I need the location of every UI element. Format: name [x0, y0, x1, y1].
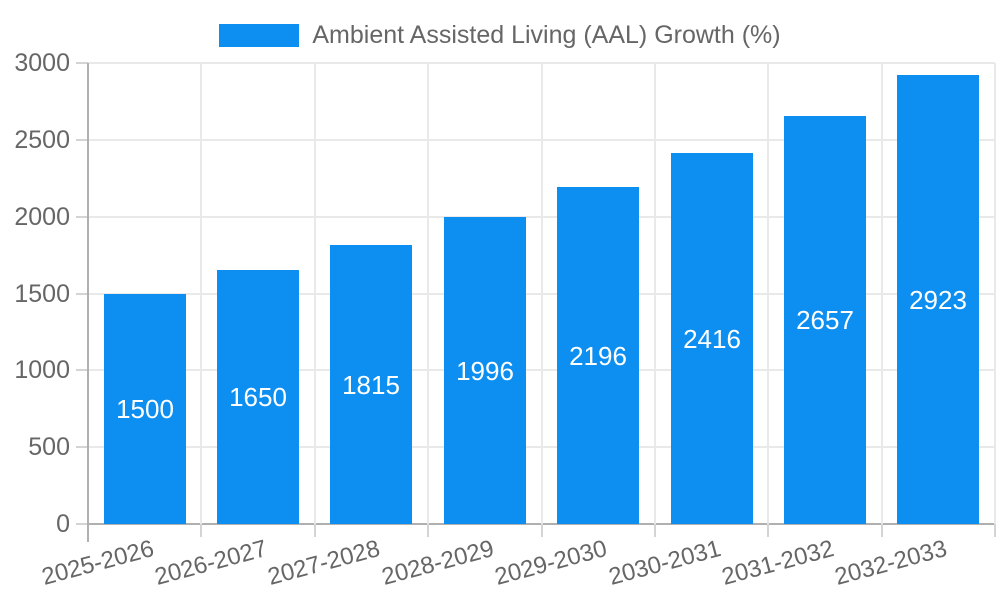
y-tick-mark [76, 523, 88, 525]
bar-value-label: 2416 [683, 324, 741, 354]
x-axis-tick-label: 2025-2026 [39, 535, 157, 591]
y-tick-mark [76, 62, 88, 64]
x-axis-tick-label: 2031-2032 [719, 535, 837, 591]
y-axis-tick-label: 1000 [14, 356, 70, 384]
x-axis-tick-label: 2026-2027 [152, 535, 270, 591]
bar-value-label: 2196 [569, 341, 627, 371]
x-tick-mark [314, 524, 316, 537]
bar-value-label: 2923 [909, 285, 967, 315]
x-gridline [994, 63, 996, 524]
y-tick-mark [76, 139, 88, 141]
x-axis-tick-label: 2029-2030 [492, 535, 610, 591]
bar-value-label: 1650 [229, 382, 287, 412]
y-axis-tick-label: 2500 [14, 126, 70, 154]
x-tick-mark [427, 524, 429, 537]
legend-item-aal-growth[interactable]: Ambient Assisted Living (AAL) Growth (%) [219, 21, 781, 50]
y-axis-line [87, 63, 89, 524]
x-tick-mark [541, 524, 543, 537]
y-tick-mark [76, 293, 88, 295]
bar [104, 294, 186, 524]
x-gridline [654, 63, 656, 524]
x-axis-tick-label: 2030-2031 [606, 535, 724, 591]
bar [217, 270, 299, 524]
y-axis-tick-label: 2000 [14, 203, 70, 231]
x-gridline [541, 63, 543, 524]
x-axis-tick-label: 2032-2033 [832, 535, 950, 591]
legend: Ambient Assisted Living (AAL) Growth (%) [0, 21, 1000, 50]
x-axis-tick-label: 2028-2029 [379, 535, 497, 591]
bar [557, 187, 639, 524]
bar [897, 75, 979, 524]
x-tick-mark [87, 524, 89, 542]
y-axis-tick-label: 0 [56, 510, 70, 538]
y-axis-tick-label: 1500 [14, 280, 70, 308]
x-tick-mark [767, 524, 769, 537]
x-tick-mark [654, 524, 656, 537]
bar [444, 217, 526, 524]
x-tick-mark [994, 524, 996, 537]
x-gridline [200, 63, 202, 524]
bar-value-label: 1996 [456, 356, 514, 386]
y-tick-mark [76, 446, 88, 448]
x-gridline [881, 63, 883, 524]
legend-label: Ambient Assisted Living (AAL) Growth (%) [312, 21, 781, 49]
y-axis-tick-label: 500 [28, 433, 70, 461]
y-axis-tick-label: 3000 [14, 49, 70, 77]
x-gridline [767, 63, 769, 524]
y-tick-mark [76, 369, 88, 371]
x-tick-mark [881, 524, 883, 537]
x-gridline [427, 63, 429, 524]
bar [330, 245, 412, 524]
x-axis-tick-label: 2027-2028 [265, 535, 383, 591]
bar [784, 116, 866, 524]
y-tick-mark [76, 216, 88, 218]
legend-swatch [219, 24, 300, 47]
bar-value-label: 1815 [342, 370, 400, 400]
bar-value-label: 1500 [116, 394, 174, 424]
x-tick-mark [200, 524, 202, 537]
bar [671, 153, 753, 524]
x-gridline [314, 63, 316, 524]
bar-value-label: 2657 [796, 305, 854, 335]
